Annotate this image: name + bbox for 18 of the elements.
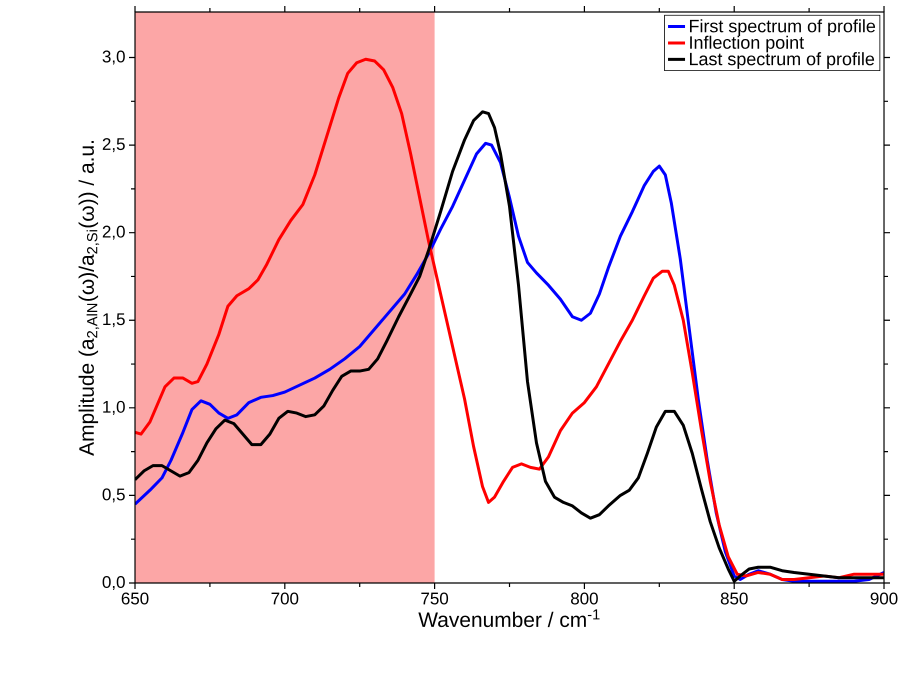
y-tick-label: 3,0 xyxy=(102,50,125,65)
y-tick-label: 0,5 xyxy=(102,488,125,502)
y-axis-title: Amplitude (a$_{2,AlN}$(ω)/a$_{2,Si}$(ω)) / a.u. xyxy=(78,141,100,456)
legend-label: First spectrum of profile xyxy=(690,19,876,36)
legend-label: Last spectrum of profile xyxy=(690,52,874,69)
legend-label: Inflection point xyxy=(690,36,804,52)
y-tick-label: 1,0 xyxy=(103,400,125,415)
y-tick-label: 0,0 xyxy=(102,576,125,590)
x-tick-label: 700 xyxy=(272,592,298,604)
x-tick-label: 850 xyxy=(720,592,748,604)
x-tick-label: 900 xyxy=(870,592,898,604)
x-tick-label: 750 xyxy=(421,592,448,604)
x-axis-title: Wavenumber / cm$^{-1}$ xyxy=(418,609,600,628)
y-tick-label: 1,5 xyxy=(103,313,125,328)
y-tick-label: 2,5 xyxy=(102,138,125,152)
y-tick-label: 2,0 xyxy=(102,226,125,240)
x-tick-label: 800 xyxy=(571,592,598,604)
x-tick-label: 650 xyxy=(122,592,148,604)
